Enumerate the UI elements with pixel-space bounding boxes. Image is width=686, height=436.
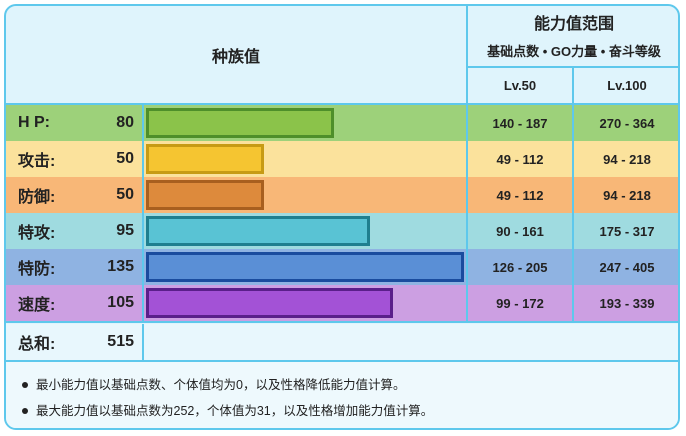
stat-row: H P: 80 140 - 187 270 - 364 xyxy=(6,105,678,143)
stat-name: 特攻: xyxy=(18,225,56,242)
stat-bar-cell xyxy=(144,213,468,249)
lv100-range: 94 - 218 xyxy=(603,187,651,203)
lv50-range: 49 - 112 xyxy=(468,177,574,213)
total-value: 515 xyxy=(82,324,144,360)
notes-section: 最小能力值以基础点数、个体值均为0，以及性格降低能力值计算。 最大能力值以基础点… xyxy=(6,360,678,428)
level-headers: Lv.50 Lv.100 xyxy=(468,66,678,103)
stat-name: 防御: xyxy=(18,189,56,206)
stat-bar xyxy=(146,144,264,174)
stat-row: 防御: 50 49 - 112 94 - 218 xyxy=(6,177,678,215)
stat-bar-cell xyxy=(144,177,468,213)
stat-bar-cell xyxy=(144,285,468,321)
stat-value: 95 xyxy=(82,213,144,249)
total-row: 总和: 515 xyxy=(6,324,678,360)
stat-range-subtitle: 基础点数 • GO力量 • 奋斗等级 xyxy=(487,43,661,59)
note-text: 最小能力值以基础点数、个体值均为0，以及性格降低能力值计算。 xyxy=(36,378,406,392)
stat-name: 速度: xyxy=(18,297,56,314)
stat-bar-cell xyxy=(144,249,468,285)
level-50-header: Lv.50 xyxy=(468,68,574,103)
stat-name: H P: xyxy=(18,114,50,131)
stat-row: 特防: 135 126 - 205 247 - 405 xyxy=(6,249,678,287)
stats-panel: 种族值 能力值范围 基础点数 • GO力量 • 奋斗等级 Lv.50 Lv.10… xyxy=(4,4,680,430)
total-empty xyxy=(144,324,678,360)
bullet-icon xyxy=(22,382,28,388)
header-row: 种族值 能力值范围 基础点数 • GO力量 • 奋斗等级 Lv.50 Lv.10… xyxy=(6,6,678,105)
stat-bar xyxy=(146,180,264,210)
level-100-header: Lv.100 xyxy=(607,78,647,93)
lv100-range: 175 - 317 xyxy=(599,223,655,239)
note-text: 最大能力值以基础点数为252，个体值为31，以及性格增加能力值计算。 xyxy=(36,404,434,418)
lv50-range: 99 - 172 xyxy=(468,285,574,321)
stat-row: 特攻: 95 90 - 161 175 - 317 xyxy=(6,213,678,251)
lv50-range: 140 - 187 xyxy=(468,105,574,141)
lv100-range: 193 - 339 xyxy=(599,295,655,311)
stat-range-title: 能力值范围 xyxy=(533,16,614,33)
stat-bar-cell xyxy=(144,105,468,141)
note-item: 最小能力值以基础点数、个体值均为0，以及性格降低能力值计算。 xyxy=(22,372,678,398)
lv50-range: 49 - 112 xyxy=(468,141,574,177)
stat-bar xyxy=(146,252,464,282)
stat-bar xyxy=(146,108,334,138)
lv50-range: 126 - 205 xyxy=(468,249,574,285)
stat-value: 50 xyxy=(82,177,144,213)
total-label: 总和: xyxy=(6,324,82,360)
lv100-range: 94 - 218 xyxy=(603,151,651,167)
stat-bar xyxy=(146,288,393,318)
stat-name: 攻击: xyxy=(18,153,56,170)
lv100-range: 247 - 405 xyxy=(599,259,655,275)
stat-row: 攻击: 50 49 - 112 94 - 218 xyxy=(6,141,678,179)
note-item: 最大能力值以基础点数为252，个体值为31，以及性格增加能力值计算。 xyxy=(22,398,678,424)
lv100-range: 270 - 364 xyxy=(599,115,655,131)
stat-name: 特防: xyxy=(18,261,56,278)
stat-row: 速度: 105 99 - 172 193 - 339 xyxy=(6,285,678,323)
stat-value: 135 xyxy=(82,249,144,285)
base-stats-title: 种族值 xyxy=(6,6,468,103)
stat-range-header: 能力值范围 基础点数 • GO力量 • 奋斗等级 Lv.50 Lv.100 xyxy=(468,6,678,103)
stat-bar-cell xyxy=(144,141,468,177)
lv50-range: 90 - 161 xyxy=(468,213,574,249)
stat-value: 105 xyxy=(82,285,144,321)
stat-value: 50 xyxy=(82,141,144,177)
stat-bar xyxy=(146,216,370,246)
stat-value: 80 xyxy=(82,105,144,141)
bullet-icon xyxy=(22,408,28,414)
